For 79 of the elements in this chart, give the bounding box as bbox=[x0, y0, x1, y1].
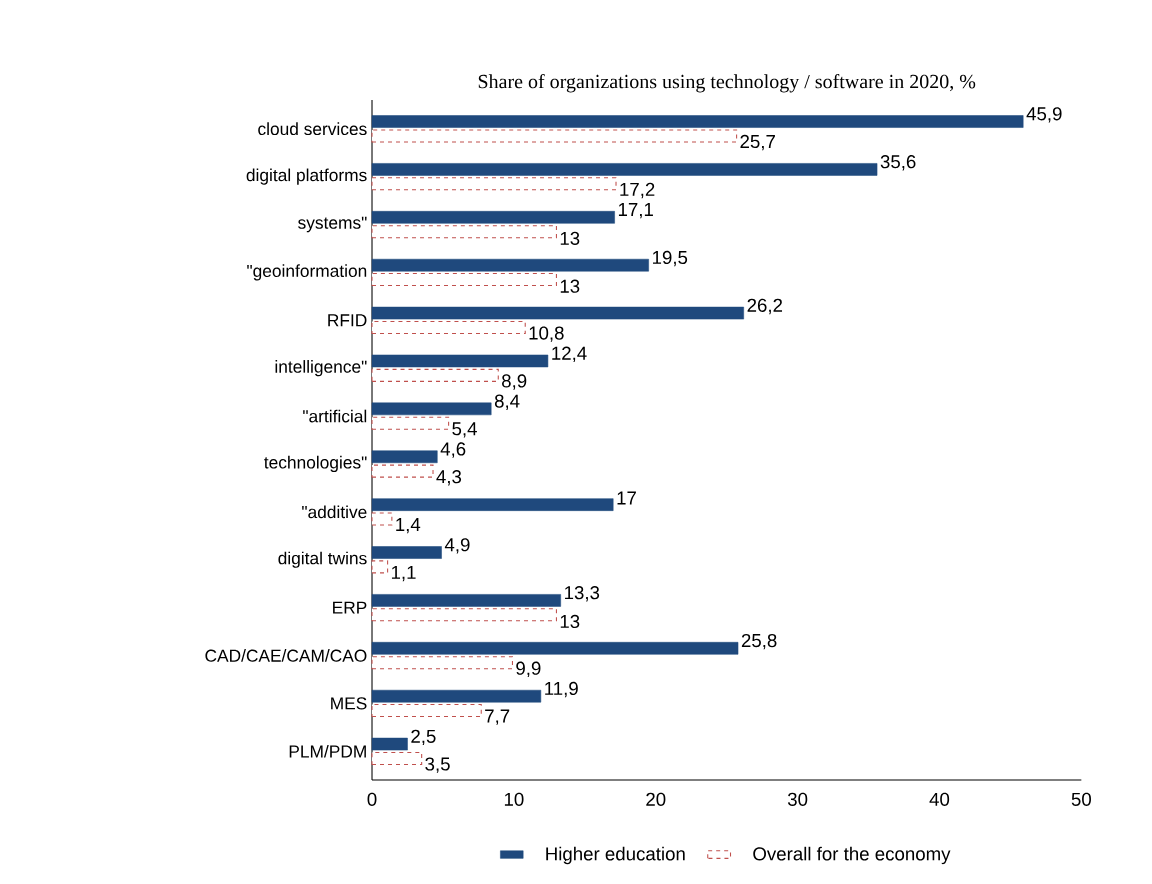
x-tick-label: 30 bbox=[787, 792, 808, 806]
data-label: 4,6 bbox=[440, 442, 466, 458]
data-label: 13 bbox=[560, 231, 580, 245]
legend-label: Higher education bbox=[546, 846, 685, 865]
bar bbox=[371, 594, 561, 607]
bar bbox=[371, 450, 438, 464]
bar bbox=[371, 129, 738, 143]
bar bbox=[371, 642, 739, 655]
x-tick-label: 20 bbox=[646, 792, 666, 806]
bar bbox=[371, 306, 744, 320]
y-tick-label: technologies" bbox=[264, 455, 367, 473]
bar bbox=[371, 368, 499, 382]
data-label: 10,8 bbox=[529, 326, 564, 342]
bar bbox=[371, 115, 1024, 128]
bar bbox=[371, 464, 434, 478]
bar bbox=[371, 225, 557, 239]
bar bbox=[371, 608, 557, 622]
y-tick-label: cloud services bbox=[258, 122, 367, 136]
y-tick-label: ERP bbox=[333, 601, 367, 614]
data-label: 9,9 bbox=[516, 661, 541, 678]
bar bbox=[371, 177, 617, 191]
data-label: 17,1 bbox=[618, 203, 653, 219]
data-label: 8,9 bbox=[502, 374, 527, 390]
legend-label: Overall for the economy bbox=[753, 846, 951, 865]
x-tick-label: 10 bbox=[504, 792, 524, 806]
bar bbox=[371, 656, 513, 670]
bar bbox=[371, 211, 615, 224]
x-tick-label: 0 bbox=[367, 792, 377, 806]
y-tick-label: digital platforms bbox=[246, 168, 367, 185]
data-label: 13 bbox=[560, 279, 580, 293]
data-label: 17 bbox=[617, 491, 636, 505]
data-label: 19,5 bbox=[653, 250, 688, 267]
bar bbox=[371, 751, 423, 765]
y-tick-label: CAD/CAE/CAM/CAO bbox=[205, 649, 367, 662]
bar bbox=[371, 704, 482, 718]
data-label: 17,2 bbox=[620, 182, 655, 199]
data-label: 26,2 bbox=[747, 298, 783, 315]
data-label: 7,7 bbox=[485, 709, 510, 725]
data-label: 1,1 bbox=[391, 565, 416, 582]
data-label: 8,4 bbox=[494, 394, 520, 410]
bar bbox=[371, 258, 649, 272]
y-tick-label: RFID bbox=[328, 314, 367, 327]
bar bbox=[371, 737, 408, 751]
data-label: 13,3 bbox=[565, 586, 600, 602]
data-label: 25,7 bbox=[740, 134, 775, 151]
data-label: 12,4 bbox=[552, 346, 587, 363]
bar bbox=[371, 498, 614, 511]
data-label: 11,9 bbox=[545, 681, 578, 698]
bar bbox=[371, 416, 450, 430]
y-tick-label: MES bbox=[331, 697, 367, 710]
data-label: 3,5 bbox=[425, 757, 450, 773]
bar bbox=[371, 402, 492, 416]
data-label: 2,5 bbox=[411, 729, 436, 746]
data-label: 1,4 bbox=[396, 518, 421, 534]
data-label: 45,9 bbox=[1026, 107, 1062, 123]
y-tick-label: intelligence" bbox=[275, 360, 367, 377]
bar bbox=[371, 273, 557, 287]
bar bbox=[371, 689, 542, 703]
data-label: 5,4 bbox=[452, 422, 477, 438]
y-tick-label: "geoinformation bbox=[247, 264, 367, 281]
bar bbox=[371, 560, 389, 574]
bar bbox=[371, 354, 549, 368]
data-label: 4,3 bbox=[436, 470, 462, 486]
x-tick-label: 50 bbox=[1071, 792, 1091, 806]
bar bbox=[371, 546, 442, 559]
x-tick-label: 40 bbox=[929, 792, 950, 806]
y-tick-label: "artificial bbox=[303, 409, 367, 423]
y-tick-label: systems" bbox=[298, 216, 367, 233]
y-tick-label: PLM/PDM bbox=[289, 744, 366, 758]
data-label: 13 bbox=[560, 614, 580, 629]
data-label: 4,9 bbox=[444, 538, 470, 554]
data-label: 35,6 bbox=[880, 155, 916, 171]
bar bbox=[371, 320, 526, 334]
bar bbox=[371, 512, 393, 526]
y-tick-label: "additive bbox=[302, 505, 367, 519]
chart-title: Share of organizations using technology / software in 2020, % bbox=[478, 74, 976, 93]
data-label: 25,8 bbox=[741, 633, 777, 650]
bar bbox=[371, 163, 878, 176]
y-tick-label: digital twins bbox=[278, 551, 367, 568]
